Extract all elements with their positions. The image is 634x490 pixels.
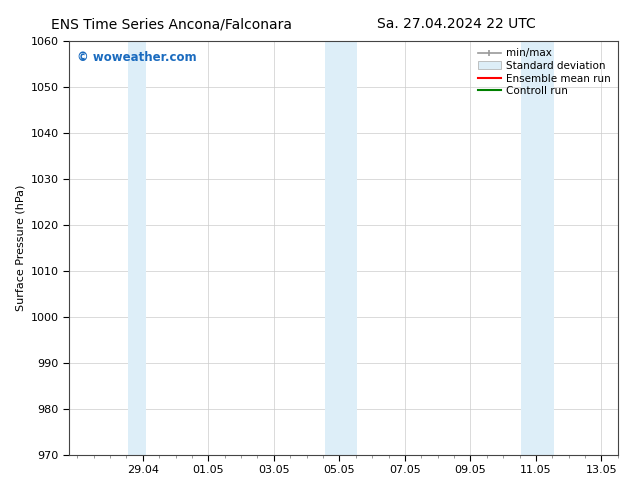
Text: © woweather.com: © woweather.com: [77, 51, 197, 64]
Y-axis label: Surface Pressure (hPa): Surface Pressure (hPa): [15, 185, 25, 311]
Bar: [521, 41, 538, 455]
Bar: [341, 41, 358, 455]
Bar: [128, 41, 146, 455]
Text: ENS Time Series Ancona/Falconara: ENS Time Series Ancona/Falconara: [51, 17, 292, 31]
Bar: [325, 41, 341, 455]
Legend: min/max, Standard deviation, Ensemble mean run, Controll run: min/max, Standard deviation, Ensemble me…: [476, 46, 612, 98]
Text: Sa. 27.04.2024 22 UTC: Sa. 27.04.2024 22 UTC: [377, 17, 536, 31]
Bar: [538, 41, 554, 455]
